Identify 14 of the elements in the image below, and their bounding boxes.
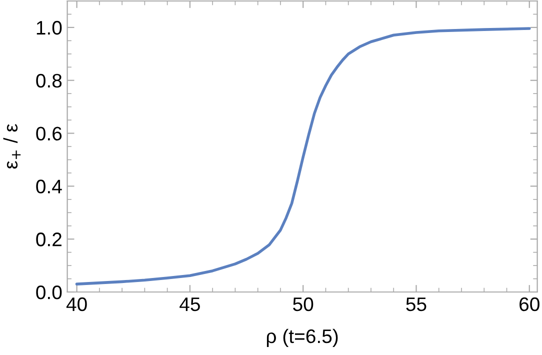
y-axis-title: ε$_{+}$ / ε <box>3 124 21 169</box>
x-tick-label: 45 <box>180 298 200 312</box>
x-tick-label: 50 <box>293 297 314 312</box>
y-tick-label: 0.2 <box>36 232 62 246</box>
line-series <box>75 27 531 286</box>
x-tick-label: 60 <box>520 297 540 312</box>
x-tick-label: 55 <box>406 298 426 312</box>
y-tick-label: 0.6 <box>36 126 62 141</box>
y-tick-label: 1.0 <box>36 20 62 35</box>
x-axis-title: ρ (t=6.5) <box>266 328 338 347</box>
y-tick-label: 0.0 <box>36 285 62 300</box>
x-tick-label: 40 <box>66 297 87 312</box>
y-tick-label: 0.4 <box>36 180 62 194</box>
y-tick-label: 0.8 <box>36 74 62 88</box>
